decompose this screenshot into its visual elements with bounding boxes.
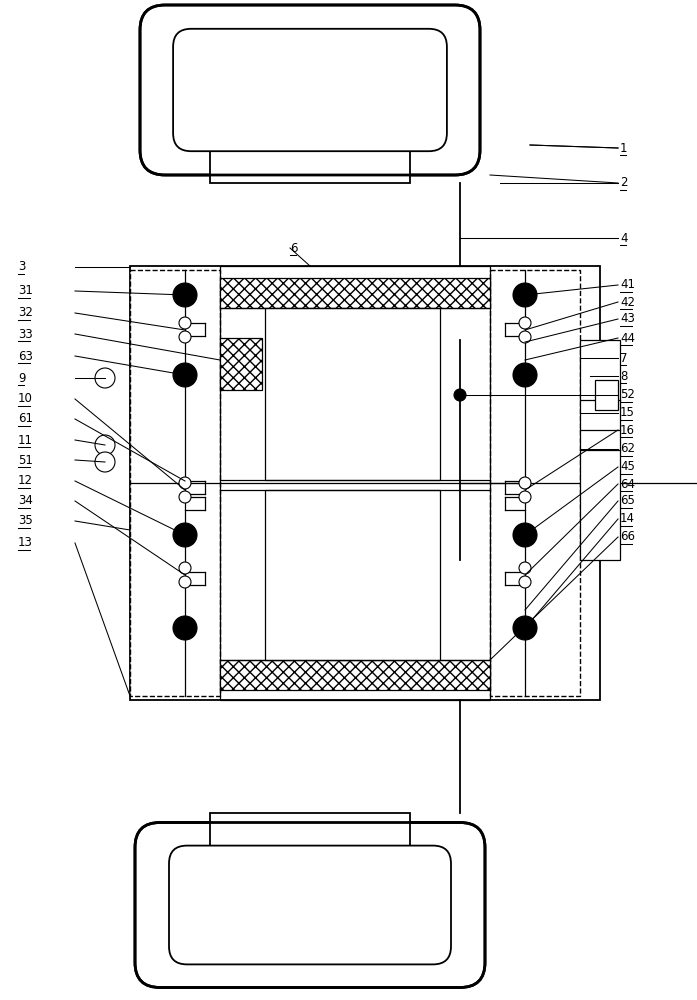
Circle shape — [173, 363, 197, 387]
Text: 1: 1 — [620, 141, 627, 154]
FancyBboxPatch shape — [169, 846, 451, 964]
Bar — [130, 270, 220, 696]
FancyBboxPatch shape — [135, 822, 485, 988]
Circle shape — [513, 363, 537, 387]
Circle shape — [173, 523, 197, 547]
Text: 41: 41 — [620, 278, 635, 292]
Circle shape — [179, 331, 191, 343]
Text: 33: 33 — [18, 328, 33, 340]
Bar — [265, 308, 440, 480]
Bar — [265, 490, 440, 660]
Text: 66: 66 — [620, 530, 635, 544]
Circle shape — [519, 562, 531, 574]
Circle shape — [179, 317, 191, 329]
Circle shape — [513, 616, 537, 640]
Circle shape — [95, 368, 115, 388]
Circle shape — [519, 576, 531, 588]
Text: 14: 14 — [620, 512, 635, 526]
Bar — [210, 812, 410, 848]
Circle shape — [519, 331, 531, 343]
Bar — [220, 338, 262, 390]
Circle shape — [179, 491, 191, 503]
Text: 15: 15 — [620, 406, 635, 420]
Circle shape — [95, 435, 115, 455]
Text: 35: 35 — [18, 514, 33, 528]
Text: 63: 63 — [18, 350, 33, 362]
Text: 16: 16 — [620, 424, 635, 436]
Bar — [220, 278, 490, 308]
Text: 12: 12 — [18, 475, 33, 488]
Text: 61: 61 — [18, 412, 33, 426]
Text: 45: 45 — [620, 460, 635, 474]
Text: 13: 13 — [18, 536, 33, 550]
Text: 43: 43 — [620, 312, 635, 326]
Text: 6: 6 — [290, 241, 298, 254]
Text: 65: 65 — [620, 494, 635, 508]
Circle shape — [179, 477, 191, 489]
Circle shape — [454, 389, 466, 401]
Text: 42: 42 — [620, 296, 635, 308]
Circle shape — [179, 576, 191, 588]
Text: 32: 32 — [18, 306, 33, 320]
Circle shape — [513, 523, 537, 547]
Bar — [490, 270, 580, 696]
Circle shape — [519, 491, 531, 503]
Text: 8: 8 — [620, 369, 627, 382]
Text: 31: 31 — [18, 284, 33, 298]
Text: 34: 34 — [18, 494, 33, 508]
Text: 11: 11 — [18, 434, 33, 446]
Text: 4: 4 — [620, 232, 627, 244]
Bar — [220, 266, 490, 700]
Text: 7: 7 — [620, 352, 627, 364]
FancyBboxPatch shape — [140, 5, 480, 175]
Text: 51: 51 — [18, 454, 33, 466]
Circle shape — [519, 317, 531, 329]
Text: 10: 10 — [18, 392, 33, 406]
Bar — [210, 145, 410, 183]
Bar — [220, 660, 490, 690]
Text: 44: 44 — [620, 332, 635, 344]
Circle shape — [513, 283, 537, 307]
Text: 9: 9 — [18, 371, 26, 384]
Text: 2: 2 — [620, 176, 627, 190]
Bar — [580, 340, 620, 560]
Text: 52: 52 — [620, 388, 635, 401]
Circle shape — [95, 452, 115, 472]
Circle shape — [173, 283, 197, 307]
Bar — [130, 266, 600, 700]
Circle shape — [519, 477, 531, 489]
Text: 3: 3 — [18, 260, 25, 273]
Text: 64: 64 — [620, 478, 635, 490]
Text: 62: 62 — [620, 442, 635, 456]
FancyBboxPatch shape — [173, 29, 447, 151]
Bar — [595, 380, 618, 410]
Circle shape — [179, 562, 191, 574]
Circle shape — [173, 616, 197, 640]
